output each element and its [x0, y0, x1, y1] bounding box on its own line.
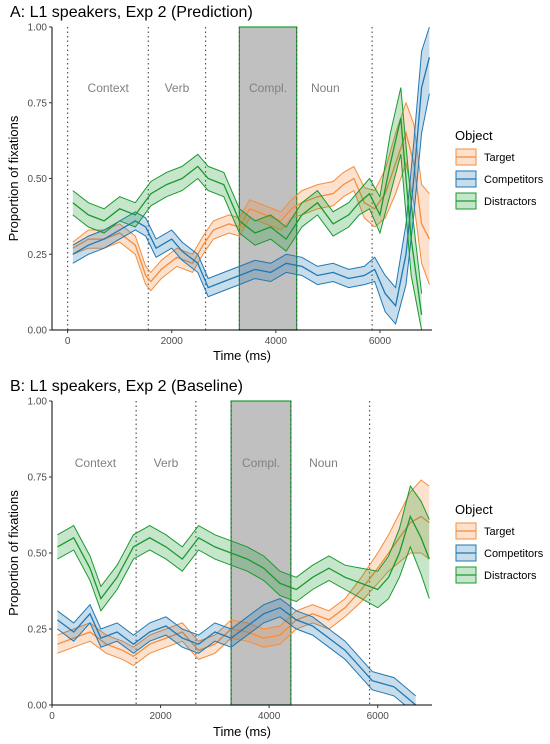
series-line — [57, 606, 417, 706]
ribbon-lower-line — [72, 93, 430, 325]
legend-label: Competitors — [484, 174, 544, 186]
chart-panel-a: Context Verb Compl. Noun 0.00 0.25 0.50 0.75 1.0… — [6, 4, 544, 363]
ribbon-upper-line — [57, 479, 430, 648]
series-target — [57, 479, 430, 667]
y-tick-label: 0.75 — [28, 98, 48, 109]
series-line — [72, 130, 430, 283]
ribbon-lower-line — [57, 545, 430, 612]
x-tick-label: 4000 — [265, 336, 288, 347]
y-tick-label: 1.00 — [28, 397, 48, 408]
series-competitors — [57, 598, 417, 706]
x-axis-title: Time (ms) — [213, 348, 271, 363]
legend-label: Target — [484, 152, 515, 164]
y-tick-label: 0.50 — [28, 174, 48, 185]
confidence-ribbon — [72, 27, 430, 324]
confidence-ribbon — [72, 87, 422, 330]
x-tick-label: 6000 — [369, 336, 392, 347]
y-tick-label: 0.25 — [28, 625, 48, 636]
region-label: Verb — [154, 456, 179, 470]
shaded-region — [238, 26, 298, 331]
series-distractors — [57, 484, 430, 612]
legend-label: Distractors — [484, 196, 537, 208]
series-line — [72, 57, 431, 308]
series-target — [72, 101, 430, 292]
ribbon-upper-line — [72, 87, 423, 294]
x-tick-label: 2000 — [161, 336, 184, 347]
series-line — [72, 117, 423, 315]
y-tick-label: 0.75 — [28, 473, 48, 484]
y-tick-label: 0.00 — [28, 701, 48, 712]
region-label: Verb — [165, 81, 190, 95]
confidence-ribbon — [57, 480, 430, 666]
legend: Object Target Competitors Distractors — [455, 502, 544, 584]
x-tick-label: 4000 — [258, 711, 281, 722]
ribbon-lower-line — [57, 616, 416, 706]
x-tick-label: 6000 — [367, 711, 390, 722]
x-axis-title: Time (ms) — [213, 724, 271, 739]
ribbon-upper-line — [72, 26, 430, 289]
y-tick-label: 0.00 — [28, 326, 48, 337]
series-line — [57, 514, 430, 600]
region-label: Compl. — [249, 81, 287, 95]
legend: Object Target Competitors Distractors — [455, 128, 544, 210]
legend-title: Object — [455, 502, 493, 517]
ribbon-upper-line — [57, 598, 417, 697]
ribbon-lower-line — [72, 161, 430, 292]
y-tick-label: 1.00 — [28, 23, 48, 34]
region-label: Context — [88, 81, 130, 95]
x-tick-label: 2000 — [149, 711, 172, 722]
ribbon-upper-line — [57, 484, 430, 588]
y-axis-title: Proportion of fixations — [6, 490, 21, 616]
region-label: Context — [75, 456, 117, 470]
chart-panel-b: Context Verb Compl. Noun 0.00 0.25 0.50 0.75 1.0… — [6, 378, 544, 739]
legend-label: Competitors — [484, 548, 544, 560]
y-tick-label: 0.25 — [28, 250, 48, 261]
series-line — [57, 515, 430, 658]
region-label: Noun — [309, 456, 338, 470]
shaded-region — [230, 400, 292, 706]
region-label: Noun — [311, 81, 340, 95]
ribbon-upper-line — [72, 101, 430, 274]
confidence-ribbon — [72, 102, 430, 291]
ribbon-lower-line — [72, 154, 423, 331]
y-tick-label: 0.50 — [28, 549, 48, 560]
x-tick-label: 0 — [65, 336, 71, 347]
series-competitors — [72, 26, 431, 325]
y-axis-title: Proportion of fixations — [6, 115, 21, 241]
legend-label: Distractors — [484, 570, 537, 582]
ribbon-lower-line — [57, 552, 430, 667]
legend-label: Target — [484, 526, 515, 538]
series-distractors — [72, 87, 423, 331]
panel-title: B: L1 speakers, Exp 2 (Baseline) — [10, 378, 243, 395]
confidence-ribbon — [57, 486, 430, 611]
region-label: Compl. — [242, 456, 280, 470]
legend-title: Object — [455, 128, 493, 143]
x-tick-label: 0 — [49, 711, 55, 722]
panel-title: A: L1 speakers, Exp 2 (Prediction) — [10, 4, 253, 21]
